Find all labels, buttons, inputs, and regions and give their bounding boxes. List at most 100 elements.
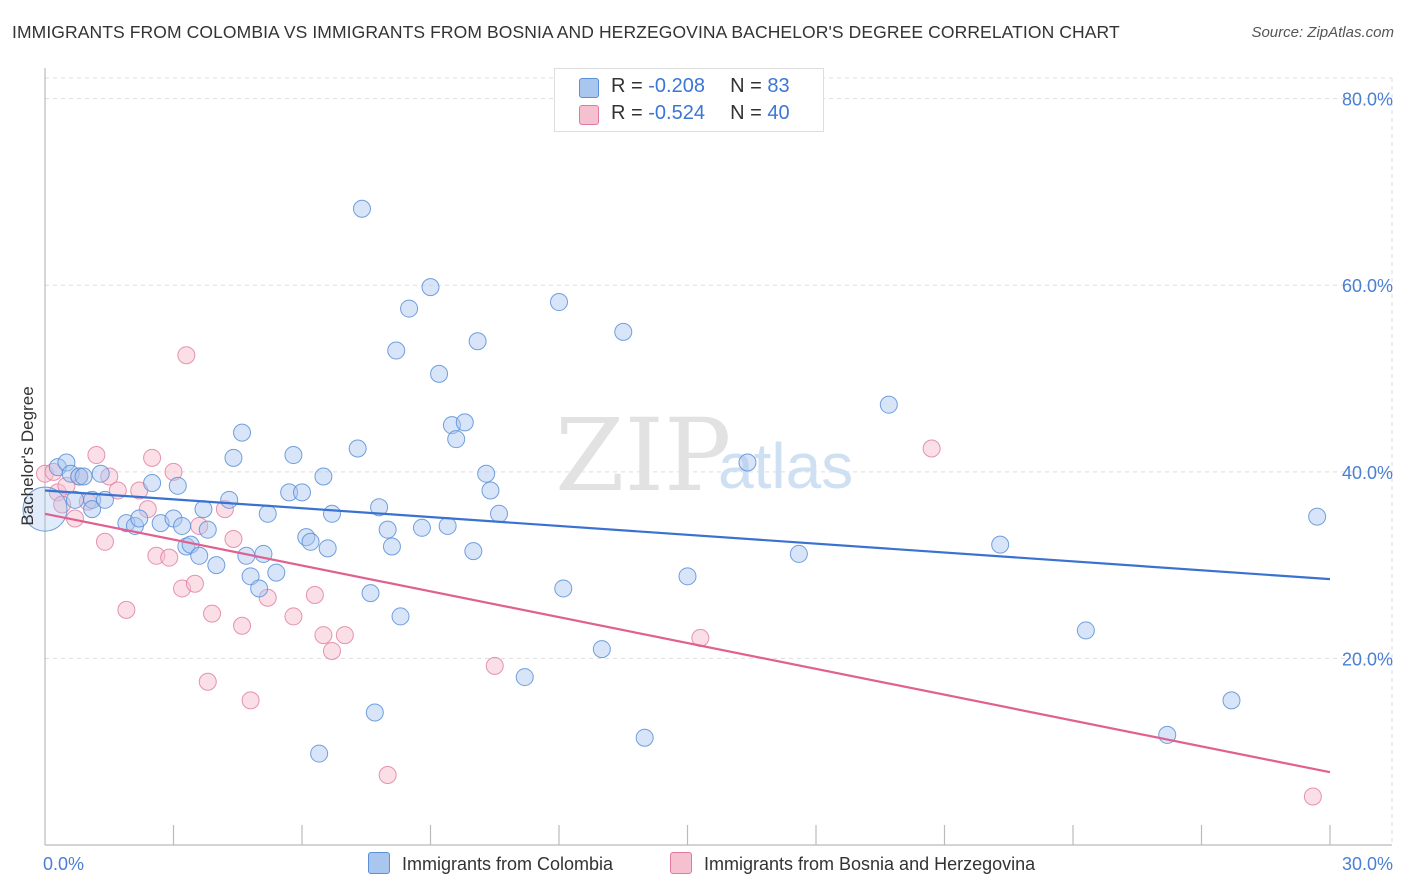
colombia-point	[22, 486, 68, 532]
colombia-point	[318, 539, 337, 558]
colombia-point	[233, 423, 252, 442]
colombia-point	[1308, 507, 1327, 526]
legend-n-label: N =	[730, 102, 762, 124]
colombia-point	[490, 504, 509, 523]
bosnia-point	[215, 500, 234, 519]
colombia-point	[322, 504, 341, 523]
chart-title: IMMIGRANTS FROM COLOMBIA VS IMMIGRANTS F…	[12, 22, 1120, 42]
colombia-point	[83, 500, 102, 519]
colombia-point	[57, 453, 76, 472]
bottom-legend-colombia: Immigrants from Colombia	[368, 852, 613, 875]
colombia-point	[991, 535, 1010, 554]
colombia-point	[412, 518, 431, 537]
watermark: ZIP atlas	[555, 397, 853, 514]
colombia-point	[190, 546, 209, 565]
legend-n-value: 83	[767, 75, 790, 97]
bosnia-trend-line	[44, 512, 1331, 774]
colombia-point	[738, 453, 757, 472]
colombia-point	[438, 516, 457, 535]
colombia-point	[391, 607, 410, 626]
bosnia-point	[922, 439, 941, 458]
legend-r-label: R =	[611, 102, 643, 124]
colombia-point	[554, 579, 573, 598]
colombia-point	[387, 341, 406, 360]
colombia-point	[250, 579, 269, 598]
bosnia-point	[117, 600, 136, 619]
colombia-point	[348, 439, 367, 458]
colombia-point	[74, 467, 93, 486]
bosnia-point	[335, 626, 354, 645]
bosnia-point	[485, 656, 504, 675]
colombia-point	[382, 537, 401, 556]
watermark-atlas: atlas	[718, 430, 853, 502]
watermark-zip: ZIP	[555, 397, 731, 514]
trend-lines	[44, 489, 1331, 774]
bosnia-point	[185, 574, 204, 593]
colombia-point	[515, 668, 534, 687]
colombia-point	[91, 464, 110, 483]
colombia-point	[1076, 621, 1095, 640]
colombia-point	[224, 448, 243, 467]
bosnia-point	[203, 604, 222, 623]
legend-r-value: -0.524	[648, 102, 705, 124]
colombia-point	[207, 556, 226, 575]
colombia-point	[879, 395, 898, 414]
colombia-point	[168, 476, 187, 495]
colombia-point	[70, 467, 89, 486]
legend-n-label: N =	[730, 75, 762, 97]
bosnia-point	[95, 532, 114, 551]
colombia-point	[314, 467, 333, 486]
legend-n-value: 40	[767, 102, 790, 124]
bottom-legend-bosnia: Immigrants from Bosnia and Herzegovina	[670, 852, 1035, 875]
colombia-point	[258, 504, 277, 523]
colombia-point	[455, 413, 474, 432]
colombia-point	[678, 567, 697, 586]
colombia-point	[614, 322, 633, 341]
legend-r-value: -0.208	[648, 75, 705, 97]
bosnia-point	[177, 346, 196, 365]
colombia-trend-line	[44, 489, 1331, 581]
colombia-point	[83, 490, 102, 509]
colombia-point	[378, 520, 397, 539]
colombia-point	[220, 490, 239, 509]
y-tick-label: 80.0%	[1342, 90, 1393, 110]
colombia-point	[477, 464, 496, 483]
colombia-point	[468, 332, 487, 351]
source-label: Source: ZipAtlas.com	[1251, 24, 1394, 41]
colombia-point	[421, 278, 440, 297]
bosnia-point	[198, 672, 217, 691]
bosnia-point	[233, 616, 252, 635]
colombia-point	[280, 483, 299, 502]
axes	[44, 68, 1392, 846]
bosnia-point	[314, 626, 333, 645]
bosnia-point	[87, 446, 106, 465]
colombia-point	[198, 520, 217, 539]
bosnia-point	[143, 448, 162, 467]
colombia-point	[194, 500, 213, 519]
colombia-point	[481, 481, 500, 500]
colombia-point	[352, 199, 371, 218]
bottom-legend-label-colombia: Immigrants from Colombia	[402, 854, 614, 874]
bosnia-point	[224, 530, 243, 548]
colombia-point	[550, 293, 568, 312]
bottom-legend-swatch-colombia	[368, 852, 390, 874]
bottom-legend-label-bosnia: Immigrants from Bosnia and Herzegovina	[704, 854, 1036, 874]
colombia-point	[301, 532, 320, 551]
bosnia-point	[164, 462, 183, 481]
bosnia-point	[305, 585, 324, 604]
x-tick-label: 30.0%	[1342, 854, 1393, 874]
y-tick-label: 40.0%	[1342, 463, 1393, 483]
legend-swatch-colombia	[579, 78, 599, 98]
bosnia-point	[378, 766, 397, 785]
legend-r-label: R =	[611, 75, 643, 97]
colombia-point	[789, 544, 808, 563]
correlation-legend: R = -0.208 N = 83 R = -0.524 N = 40	[554, 68, 824, 132]
colombia-point	[143, 474, 162, 493]
colombia-point	[464, 542, 483, 561]
colombia-point	[592, 640, 611, 659]
colombia-point	[267, 563, 286, 582]
colombia-point	[400, 299, 419, 318]
colombia-point	[293, 483, 311, 502]
colombia-point	[130, 509, 149, 528]
